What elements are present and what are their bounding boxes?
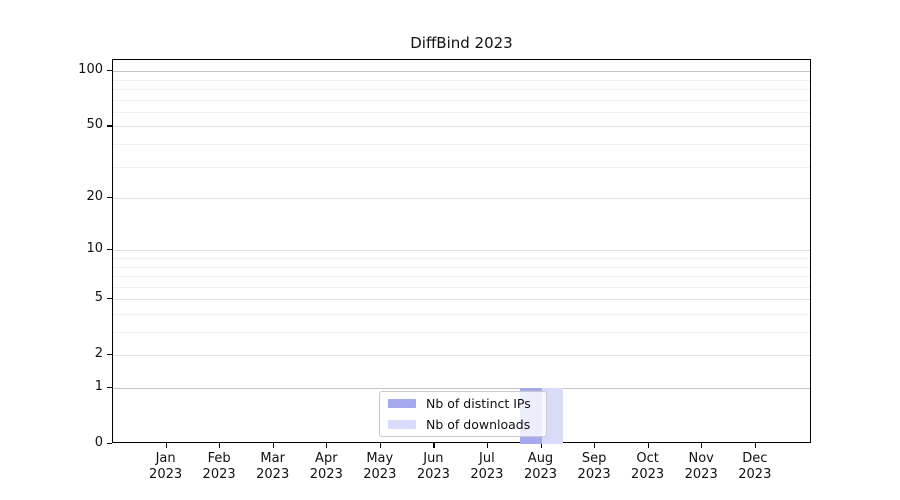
x-tick-mark xyxy=(540,443,542,448)
y-tick-mark xyxy=(107,125,112,127)
y-tick-mark xyxy=(107,197,112,199)
gridline-minor xyxy=(113,266,810,268)
y-tick-mark xyxy=(107,249,112,251)
gridline-minor xyxy=(113,286,810,288)
y-tick-mark xyxy=(107,70,112,72)
legend-item-downloads: Nb of downloads xyxy=(380,416,546,434)
x-tick-label: Jan 2023 xyxy=(149,451,183,482)
gridline-major xyxy=(113,126,810,128)
x-tick-label: Aug 2023 xyxy=(523,451,558,482)
gridline-minor xyxy=(113,314,810,315)
gridline-major xyxy=(113,355,810,357)
x-tick-label: Feb 2023 xyxy=(202,451,236,482)
chart-title: DiffBind 2023 xyxy=(410,34,513,52)
x-tick-mark xyxy=(165,443,167,448)
y-tick-mark xyxy=(107,443,112,445)
y-tick-mark xyxy=(107,387,112,389)
gridline-major xyxy=(113,388,810,389)
x-tick-mark xyxy=(754,443,756,448)
x-tick-mark xyxy=(647,443,649,448)
chart-legend: Nb of distinct IPs Nb of downloads xyxy=(379,391,547,437)
gridline-major xyxy=(113,250,810,252)
y-tick-label: 10 xyxy=(86,241,103,257)
x-tick-label: Apr 2023 xyxy=(309,451,343,482)
legend-label-distinct-ips: Nb of distinct IPs xyxy=(426,396,531,411)
x-tick-mark xyxy=(433,443,435,448)
x-tick-mark xyxy=(326,443,328,448)
x-tick-label: Oct 2023 xyxy=(631,451,665,482)
gridline-minor xyxy=(113,276,810,277)
x-tick-mark xyxy=(379,443,381,448)
gridline-minor xyxy=(113,144,810,145)
legend-item-distinct-ips: Nb of distinct IPs xyxy=(380,395,546,413)
legend-swatch-downloads-icon xyxy=(388,420,416,429)
x-tick-label: Jun 2023 xyxy=(416,451,450,482)
y-tick-label: 50 xyxy=(86,117,103,133)
gridline-major xyxy=(113,198,810,200)
gridline-major xyxy=(113,71,810,73)
y-tick-label: 1 xyxy=(94,379,103,394)
gridline-minor xyxy=(113,166,810,168)
y-tick-label: 20 xyxy=(86,189,103,205)
x-tick-label: Jul 2023 xyxy=(470,451,504,482)
x-tick-label: May 2023 xyxy=(363,451,397,482)
gridline-minor xyxy=(113,332,810,333)
x-tick-mark xyxy=(594,443,596,448)
gridline-minor xyxy=(113,89,810,90)
x-tick-label: Sep 2023 xyxy=(577,451,611,482)
x-tick-mark xyxy=(272,443,274,448)
x-tick-mark xyxy=(219,443,221,448)
y-tick-label: 100 xyxy=(78,62,103,78)
legend-label-downloads: Nb of downloads xyxy=(426,417,531,432)
gridline-minor xyxy=(113,258,810,259)
gridline-minor xyxy=(113,99,810,101)
x-tick-label: Mar 2023 xyxy=(256,451,290,482)
gridline-minor xyxy=(113,111,810,113)
plot-area: Nb of distinct IPs Nb of downloads xyxy=(112,59,811,444)
y-tick-mark xyxy=(107,298,112,300)
x-tick-mark xyxy=(701,443,703,448)
legend-swatch-distinct-ips-icon xyxy=(388,399,416,408)
gridline-major xyxy=(113,299,810,301)
x-tick-label: Nov 2023 xyxy=(684,451,718,482)
y-tick-label: 2 xyxy=(94,346,103,362)
y-tick-label: 0 xyxy=(94,435,103,450)
y-tick-mark xyxy=(107,354,112,356)
x-tick-label: Dec 2023 xyxy=(738,451,772,482)
y-tick-label: 5 xyxy=(94,290,103,306)
gridline-minor xyxy=(113,79,810,81)
x-tick-mark xyxy=(486,443,489,448)
